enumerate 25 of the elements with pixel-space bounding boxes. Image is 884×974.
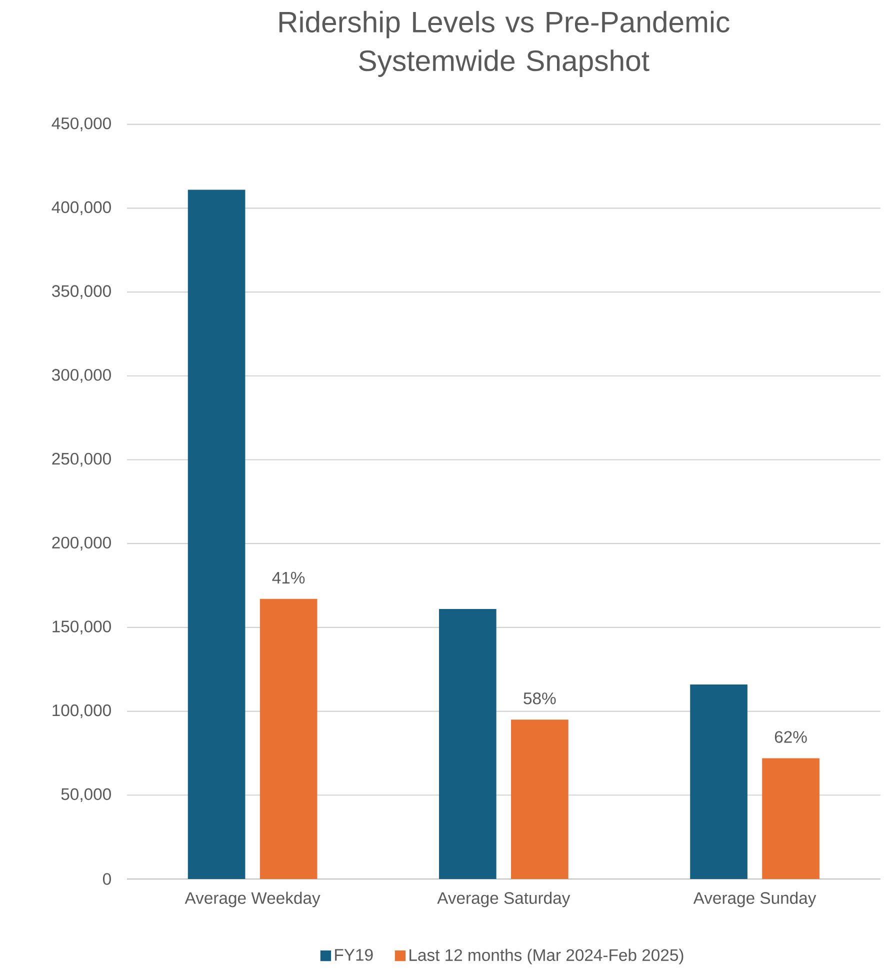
y-tick-label: 350,000	[52, 285, 111, 299]
legend-label: FY19	[335, 948, 373, 961]
y-tick-label: 100,000	[52, 704, 111, 718]
y-tick-label: 150,000	[52, 620, 111, 634]
chart-title: Ridership Levels vs Pre-Pandemic Systemwide Snapshot	[279, 10, 730, 77]
x-tick-label: Average Sunday	[693, 892, 816, 908]
bar	[511, 720, 568, 879]
x-tick-label: Average Saturday	[437, 892, 570, 908]
y-tick-label: 450,000	[52, 117, 111, 132]
annotation: 58%	[524, 692, 556, 704]
bar	[439, 608, 496, 879]
y-tick-label: 250,000	[52, 452, 111, 467]
annotation: 41%	[272, 572, 305, 584]
y-tick-label: 0	[103, 873, 111, 885]
y-tick-label: 200,000	[52, 536, 111, 550]
bar	[260, 598, 318, 879]
y-tick-label: 400,000	[52, 201, 111, 216]
bar	[690, 684, 748, 879]
bar	[762, 758, 820, 879]
y-tick-label: 300,000	[52, 369, 111, 383]
y-tick-label: 50,000	[61, 788, 111, 802]
x-tick-label: Average Weekday	[184, 892, 320, 908]
legend-label: Last 12 months (Mar 2024-Feb 2025)	[410, 948, 684, 964]
bar	[188, 190, 246, 879]
annotation: 62%	[774, 731, 807, 743]
